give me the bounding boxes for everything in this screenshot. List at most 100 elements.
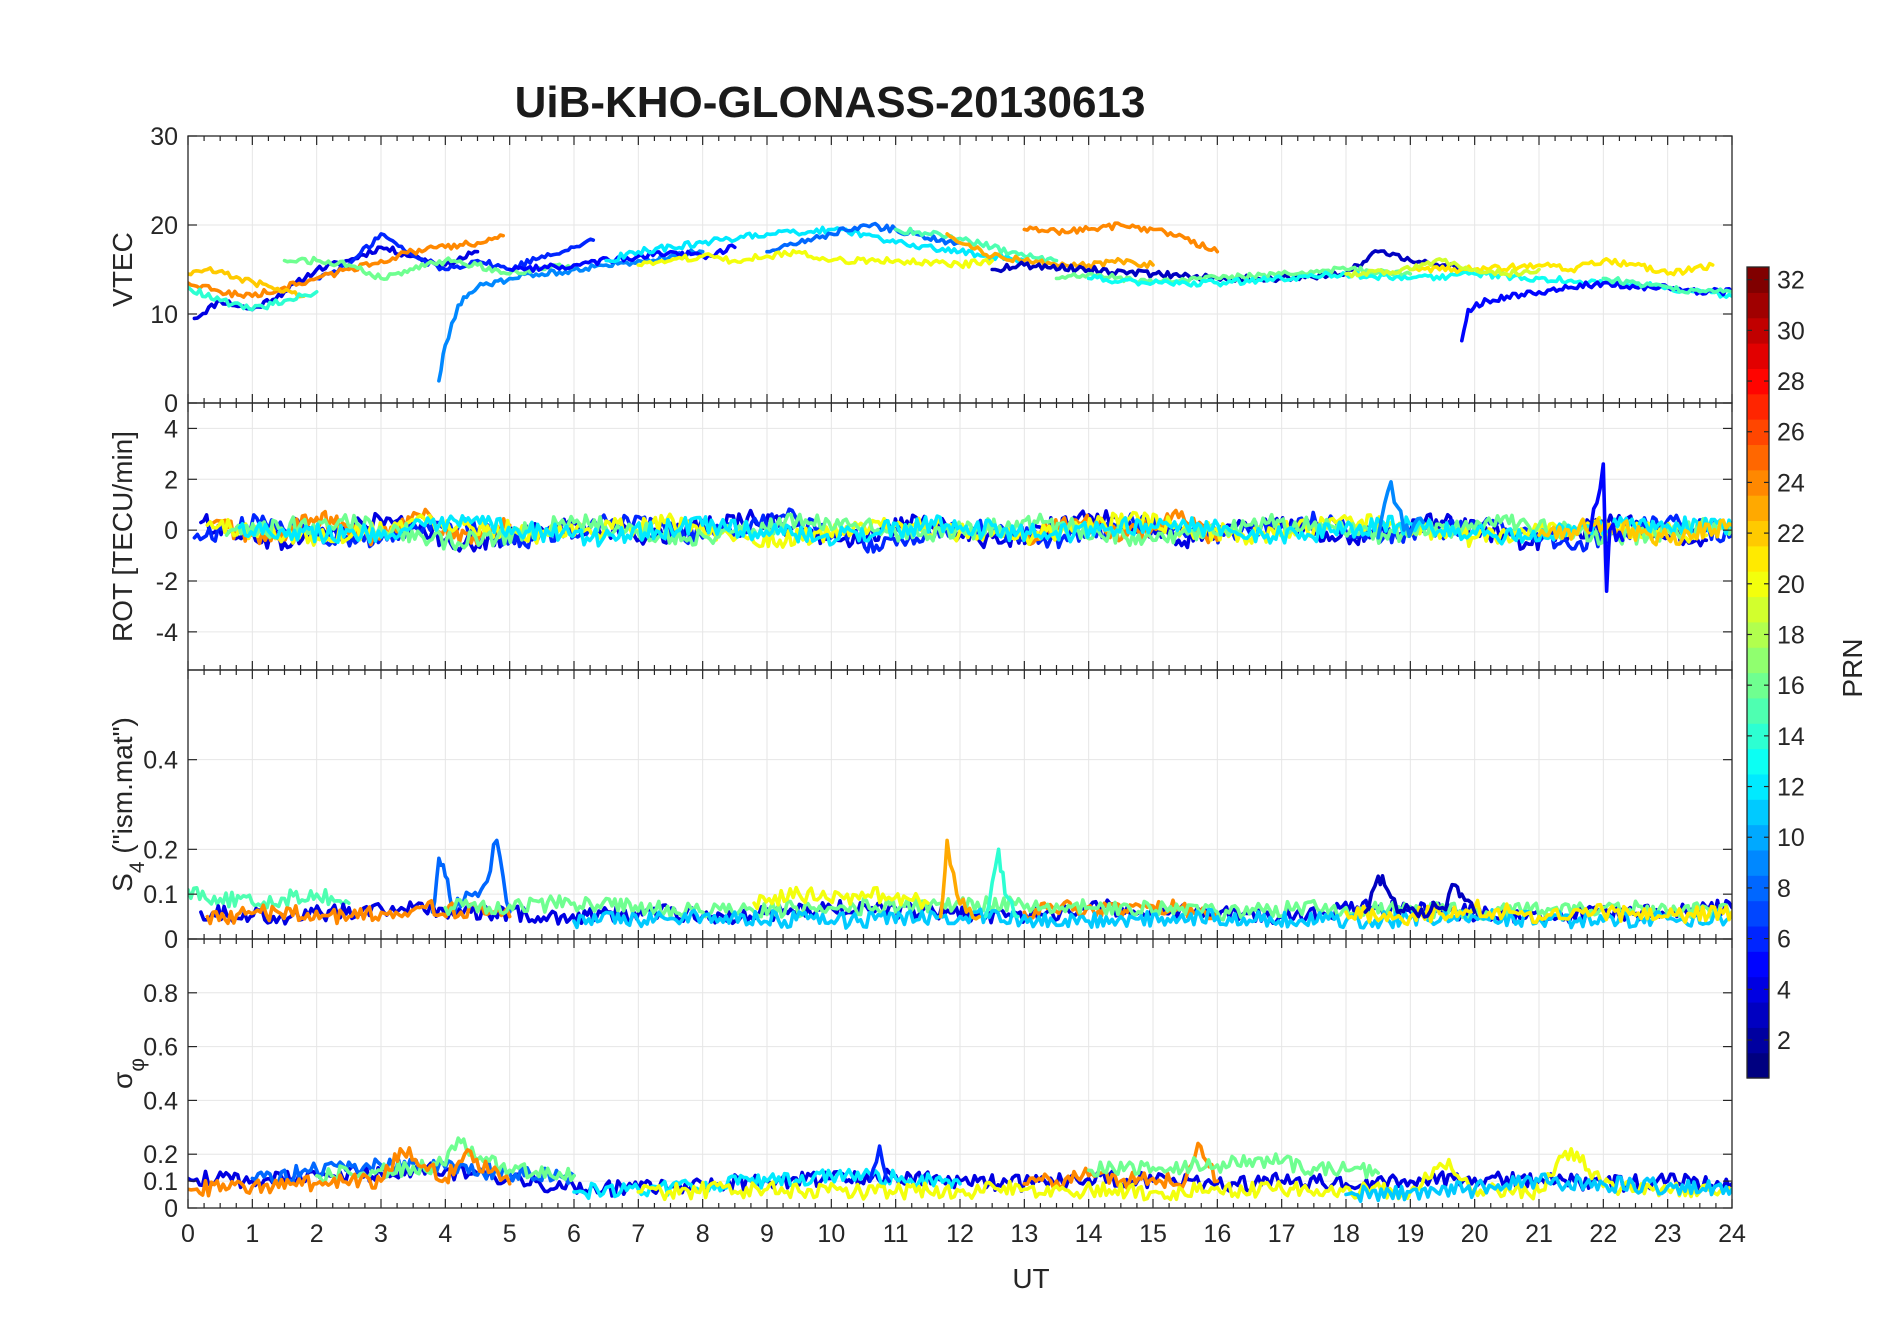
colorbar-swatch <box>1747 596 1769 623</box>
colorbar-frame <box>1746 266 1770 1079</box>
y-tick-label: 0.8 <box>143 980 178 1008</box>
series-prn-24 <box>1022 221 1220 254</box>
series-prn-8 <box>250 1157 576 1186</box>
y-tick-label: 20 <box>150 212 178 240</box>
series-prn-19 <box>1344 257 1541 279</box>
colorbar-swatch <box>1747 748 1769 775</box>
y-tick-label: 2 <box>164 466 178 494</box>
series-prn-5 <box>1460 280 1732 343</box>
ticks-rot <box>187 403 1733 670</box>
series-group-vtec <box>188 221 1732 383</box>
y-tick-label: 0.2 <box>143 836 178 864</box>
colorbar-tick-label: 14 <box>1777 723 1805 751</box>
x-tick-label: 17 <box>1268 1220 1296 1248</box>
colorbar-swatch <box>1747 343 1769 369</box>
series-group-sigphi <box>188 1136 1732 1203</box>
series-prn-14 <box>983 847 1020 919</box>
colorbar-swatch <box>1747 799 1769 826</box>
colorbar-swatch <box>1747 545 1769 572</box>
colorbar-swatch <box>1747 773 1769 800</box>
colorbar-swatch <box>1747 849 1769 876</box>
colorbar-swatch <box>1747 900 1769 927</box>
panel-s4: 00.10.20.4S4 ("ism.mat") <box>107 669 1733 954</box>
series-prn-16 <box>1054 265 1413 285</box>
y-tick-label: 0 <box>164 1195 178 1223</box>
colorbar-tick-label: 6 <box>1777 926 1791 954</box>
x-tick-labels: 0 1 2 3 4 5 6 7 8 9 10 11 12 13 14 15 16 17 18 19 20 21 22 23 24 <box>181 1220 1746 1248</box>
y-axis-label-sub: 4 <box>126 861 149 873</box>
colorbar-swatch <box>1747 1001 1769 1028</box>
x-tick-label: 24 <box>1718 1220 1746 1248</box>
x-tick-label: 9 <box>760 1220 774 1248</box>
ticks-sigphi <box>187 939 1733 1209</box>
colorbar-swatch <box>1747 444 1769 471</box>
colorbar-swatch <box>1747 292 1769 319</box>
series-prn-20 <box>636 1147 1732 1202</box>
y-axis-label-rest: ("ism.mat") <box>107 717 138 861</box>
x-tick-label: 13 <box>1010 1220 1038 1248</box>
x-tick-label: 1 <box>245 1220 259 1248</box>
series-prn-20 <box>752 885 930 911</box>
colorbar-swatch <box>1747 976 1769 1003</box>
y-tick-label: 0.1 <box>143 881 178 909</box>
x-tick-label: 22 <box>1589 1220 1617 1248</box>
y-tick-label: 30 <box>150 123 178 151</box>
series-prn-21 <box>1408 257 1715 277</box>
colorbar-swatch <box>1747 875 1769 902</box>
y-tick-label: -2 <box>156 568 178 596</box>
colorbar-tick-label: 12 <box>1777 774 1805 802</box>
series-prn-21 <box>1344 898 1732 927</box>
colorbar-tick-label: 10 <box>1777 824 1805 852</box>
x-tick-label: 2 <box>310 1220 324 1248</box>
series-prn-12 <box>604 225 1027 265</box>
colorbar-swatch <box>1747 520 1769 547</box>
colorbar-tick-label: 28 <box>1777 368 1805 396</box>
series-group-rot <box>192 462 1732 593</box>
colorbar-swatch <box>1747 621 1769 648</box>
series-prn-23 <box>938 838 982 921</box>
series-prn-20 <box>636 248 994 270</box>
x-tick-label: 15 <box>1139 1220 1167 1248</box>
series-prn-3 <box>1363 874 1477 919</box>
series-prn-15 <box>188 886 351 910</box>
series-prn-16 <box>1086 1152 1380 1180</box>
x-tick-label: 18 <box>1332 1220 1360 1248</box>
colorbar-tick-label: 20 <box>1777 571 1805 599</box>
y-axis-label-vtec: VTEC <box>107 232 138 307</box>
y-tick-label: 10 <box>150 301 178 329</box>
colorbar-swatch <box>1747 419 1769 446</box>
series-prn-12 <box>572 1167 962 1200</box>
x-tick-label: 11 <box>883 1220 909 1248</box>
x-tick-label: 23 <box>1654 1220 1682 1248</box>
x-tick-label: 4 <box>438 1220 452 1248</box>
colorbar-tick-label: 16 <box>1777 672 1805 700</box>
y-tick-label: 0 <box>164 517 178 545</box>
x-tick-label: 10 <box>817 1220 845 1248</box>
colorbar-swatch <box>1747 267 1769 293</box>
x-tick-label: 19 <box>1396 1220 1424 1248</box>
series-prn-16 <box>282 255 576 281</box>
colorbar-swatch <box>1747 1052 1769 1079</box>
colorbar-swatch <box>1747 495 1769 522</box>
x-tick-label: 5 <box>503 1220 517 1248</box>
colorbar-tick-label: 18 <box>1777 621 1805 649</box>
colorbar-swatch <box>1747 469 1769 496</box>
y-axis-label-rot: ROT [TECU/min] <box>107 431 138 642</box>
x-tick-label: 14 <box>1075 1220 1103 1248</box>
colorbar-tick-label: 8 <box>1777 875 1791 903</box>
y-tick-label: 0.4 <box>143 747 178 775</box>
series-prn-15 <box>893 226 1059 264</box>
series-prn-24 <box>188 233 505 299</box>
series-prn-24 <box>205 899 512 926</box>
y-axis-label-sigphi: σφ <box>107 1058 149 1089</box>
series-prn-5 <box>1588 462 1625 593</box>
colorbar-swatch <box>1747 571 1769 598</box>
series-prn-8 <box>430 838 512 915</box>
y-tick-label: 0.4 <box>143 1087 178 1115</box>
colorbar-tick-label: 2 <box>1777 1027 1791 1055</box>
colorbar-tick-label: 4 <box>1777 976 1791 1004</box>
colorbar-label: PRN <box>1837 638 1868 697</box>
colorbar-tick-label: 30 <box>1777 317 1805 345</box>
series-prn-8 <box>765 221 962 254</box>
